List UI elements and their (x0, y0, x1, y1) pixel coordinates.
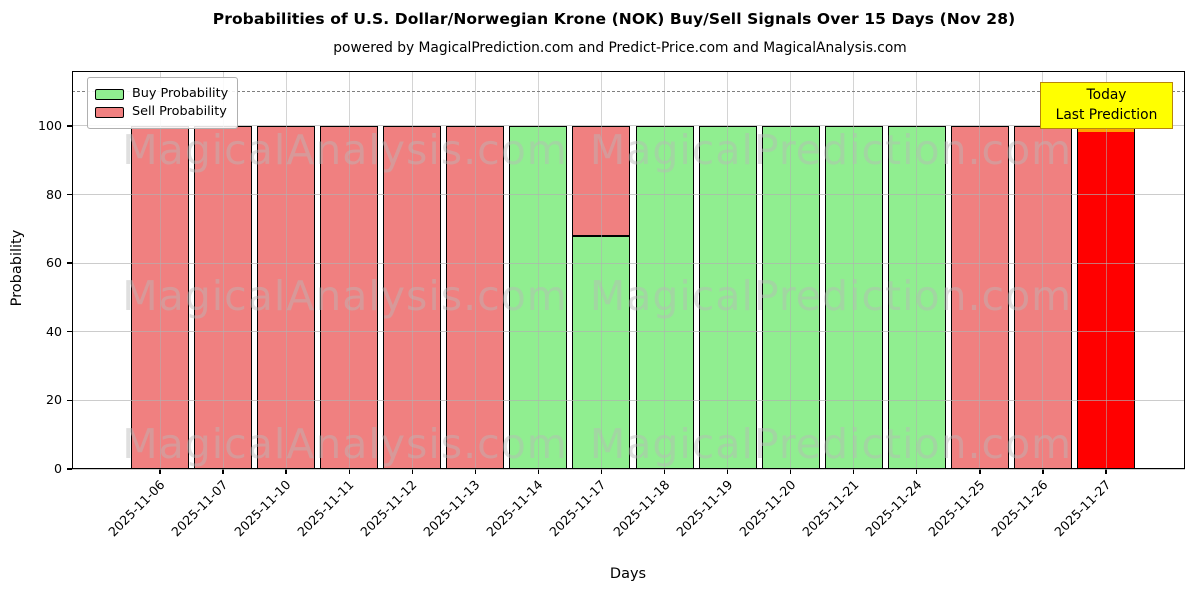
today-label-line2: Last Prediction (1055, 106, 1158, 123)
x-tick-mark (348, 469, 350, 474)
x-tick-label: 2025-11-10 (231, 477, 294, 540)
x-tick-mark (411, 469, 413, 474)
chart-title: Probabilities of U.S. Dollar/Norwegian K… (212, 10, 1016, 28)
h-gridline (72, 125, 1185, 127)
y-tick-mark (67, 399, 72, 402)
x-tick-label: 2025-11-17 (546, 477, 610, 540)
x-tick-mark (1105, 469, 1107, 474)
today-label-line1: Today (1086, 87, 1127, 103)
x-tick-mark (726, 469, 729, 474)
x-tick-label: 2025-11-19 (672, 477, 736, 540)
v-gridline (222, 71, 224, 469)
x-tick-mark (853, 469, 855, 474)
v-gridline (790, 71, 792, 469)
v-gridline (853, 71, 855, 469)
v-gridline (600, 71, 602, 469)
legend-row-sell: Sell Probability (95, 104, 228, 120)
y-tick-mark (67, 193, 72, 196)
y-tick-label: 100 (37, 117, 62, 133)
x-tick-mark (474, 469, 477, 474)
x-tick-label: 2025-11-18 (609, 477, 673, 540)
x-tick-label: 2025-11-12 (357, 477, 420, 540)
x-tick-mark (159, 469, 161, 474)
v-gridline (664, 71, 666, 469)
v-gridline (1105, 71, 1107, 469)
h-gridline (72, 331, 1185, 333)
x-tick-label: 2025-11-14 (483, 477, 546, 540)
y-tick-mark (67, 468, 72, 470)
h-gridline (72, 194, 1185, 196)
sell-probability-swatch (95, 106, 124, 118)
x-tick-label: 2025-11-26 (988, 477, 1051, 540)
v-gridline (159, 71, 161, 469)
plot-area: Buy Probability Sell Probability Today L… (72, 71, 1185, 470)
x-tick-mark (663, 469, 666, 474)
today-last-prediction-label: Today Last Prediction (1040, 82, 1173, 130)
v-gridline (537, 71, 539, 469)
threshold-dashed-line (72, 90, 1185, 92)
y-tick-mark (67, 331, 72, 333)
x-tick-mark (222, 469, 224, 474)
v-gridline (979, 71, 981, 469)
x-tick-label: 2025-11-11 (294, 477, 357, 540)
x-tick-label: 2025-11-21 (798, 477, 862, 540)
x-tick-mark (979, 469, 981, 474)
v-gridline (916, 71, 918, 469)
legend-row-buy: Buy Probability (95, 86, 228, 102)
x-tick-label: 2025-11-24 (862, 477, 925, 540)
v-gridline (411, 71, 413, 469)
x-tick-label: 2025-11-13 (420, 477, 483, 540)
y-tick-mark (67, 262, 72, 264)
x-tick-mark (537, 469, 540, 474)
h-gridline (72, 399, 1185, 401)
y-tick-label: 20 (45, 392, 62, 408)
x-tick-label: 2025-11-07 (168, 477, 231, 540)
x-axis-label: Days (609, 566, 647, 582)
buy-probability-swatch (95, 88, 124, 100)
x-tick-label: 2025-11-20 (735, 477, 799, 540)
v-gridline (727, 71, 729, 469)
x-tick-mark (285, 469, 287, 474)
x-tick-mark (600, 469, 603, 474)
legend-label-buy: Buy Probability (132, 86, 229, 101)
y-tick-label: 40 (45, 323, 62, 339)
v-gridline (1042, 71, 1044, 469)
x-tick-mark (1042, 469, 1044, 474)
chart-subtitle: powered by MagicalPrediction.com and Pre… (333, 40, 907, 56)
h-gridline (72, 468, 1185, 470)
v-gridline (285, 71, 287, 469)
y-tick-mark (67, 125, 72, 127)
x-tick-label: 2025-11-06 (105, 477, 168, 540)
x-tick-mark (789, 469, 792, 474)
v-gridline (474, 71, 476, 469)
legend: Buy Probability Sell Probability (87, 77, 239, 129)
v-gridline (348, 71, 350, 469)
x-tick-label: 2025-11-27 (1051, 477, 1114, 540)
y-tick-label: 60 (45, 255, 62, 271)
x-tick-mark (916, 469, 918, 474)
h-gridline (72, 262, 1185, 264)
y-tick-label: 0 (53, 461, 62, 476)
x-tick-label: 2025-11-25 (925, 477, 988, 540)
legend-label-sell: Sell Probability (132, 104, 227, 119)
y-tick-label: 80 (45, 186, 62, 202)
